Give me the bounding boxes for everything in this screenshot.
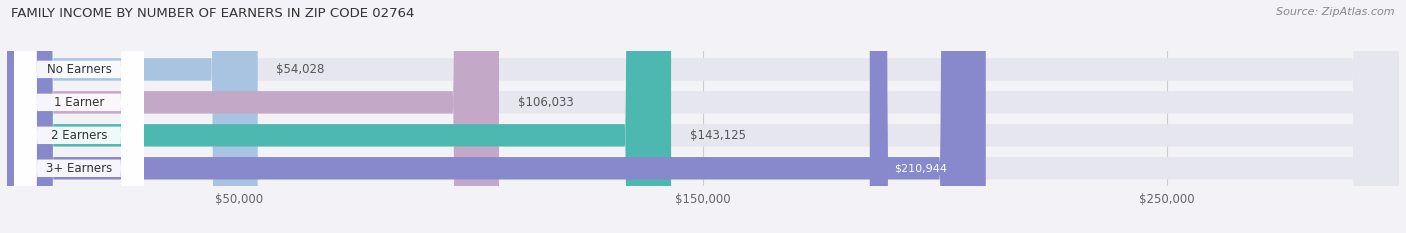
Text: 3+ Earners: 3+ Earners (46, 162, 112, 175)
FancyBboxPatch shape (14, 0, 143, 233)
FancyBboxPatch shape (7, 0, 1399, 233)
Text: $210,944: $210,944 (894, 163, 948, 173)
FancyBboxPatch shape (14, 0, 143, 233)
FancyBboxPatch shape (7, 0, 257, 233)
FancyBboxPatch shape (7, 0, 671, 233)
Text: No Earners: No Earners (46, 63, 111, 76)
Text: 1 Earner: 1 Earner (53, 96, 104, 109)
FancyBboxPatch shape (14, 0, 143, 233)
FancyBboxPatch shape (870, 0, 972, 233)
Text: $143,125: $143,125 (690, 129, 745, 142)
FancyBboxPatch shape (7, 0, 1399, 233)
Text: $106,033: $106,033 (517, 96, 574, 109)
Text: Source: ZipAtlas.com: Source: ZipAtlas.com (1277, 7, 1395, 17)
FancyBboxPatch shape (7, 0, 1399, 233)
FancyBboxPatch shape (7, 0, 499, 233)
Text: FAMILY INCOME BY NUMBER OF EARNERS IN ZIP CODE 02764: FAMILY INCOME BY NUMBER OF EARNERS IN ZI… (11, 7, 415, 20)
Text: 2 Earners: 2 Earners (51, 129, 107, 142)
FancyBboxPatch shape (7, 0, 1399, 233)
FancyBboxPatch shape (7, 0, 986, 233)
Text: $54,028: $54,028 (276, 63, 325, 76)
FancyBboxPatch shape (14, 0, 143, 233)
